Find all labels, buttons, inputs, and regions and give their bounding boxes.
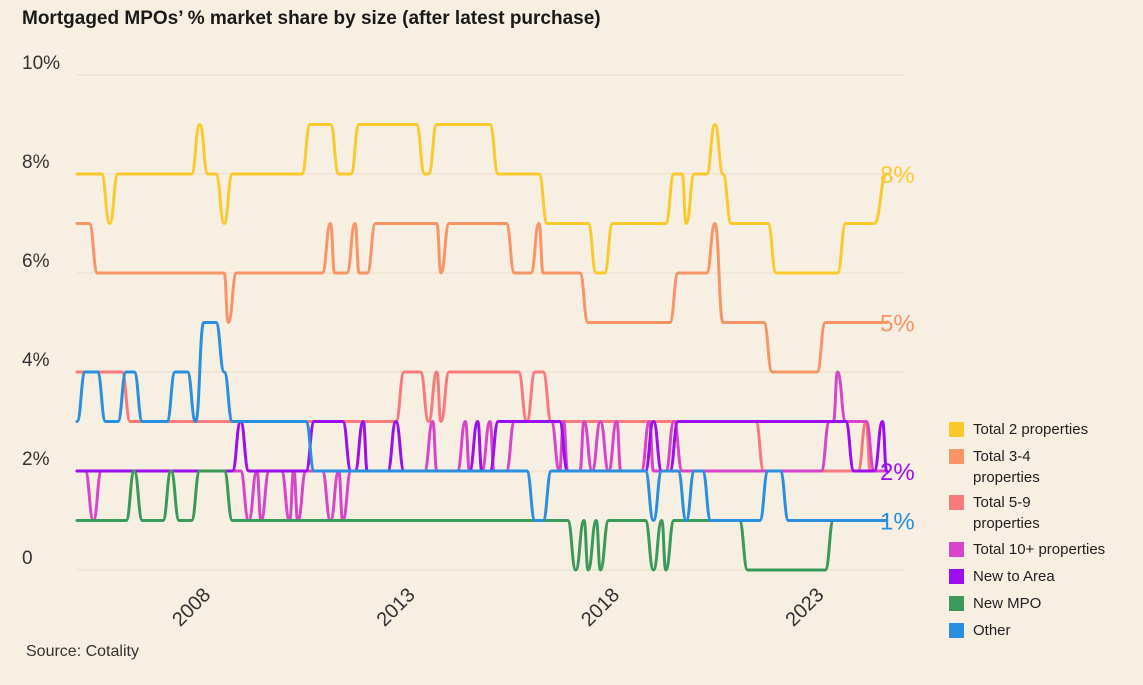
legend-item-total-3-4-properties: Total 3-4 properties: [949, 448, 1040, 486]
y-tick-label: 4%: [22, 350, 50, 371]
series-line-new-mpo: [75, 469, 889, 572]
series-line-other: [75, 321, 889, 522]
legend-item-other: Other: [949, 622, 1011, 639]
legend-swatch: [949, 569, 964, 584]
x-axis-ticks: 2008 2013 2018 2023: [168, 584, 828, 631]
y-tick-label: 0: [22, 548, 33, 569]
legend-swatch: [949, 623, 964, 638]
legend-item-total-2-properties: Total 2 properties: [949, 421, 1088, 438]
legend-label: New to Area: [973, 568, 1055, 585]
y-tick-label: 8%: [22, 152, 50, 173]
source-note: Source: Cotality: [26, 643, 139, 660]
legend-label: properties: [973, 515, 1040, 532]
chart-title: Mortgaged MPOs’ % market share by size (…: [22, 8, 601, 29]
gridlines: [77, 74, 905, 571]
series-line-total-10-properties: [75, 370, 889, 522]
legend-swatch: [949, 596, 964, 611]
legend-label: Total 3-4: [973, 448, 1031, 465]
y-tick-label: 10%: [22, 53, 60, 74]
legend-label: properties: [973, 469, 1040, 486]
series-line-total-5-9-properties: [75, 370, 889, 473]
end-label-total-3-4-properties: 5%: [880, 311, 915, 338]
x-tick-label: 2018: [577, 584, 624, 631]
legend-item-new-mpo: New MPO: [949, 595, 1041, 612]
legend-swatch: [949, 495, 964, 510]
end-labels: 8% 5% 2% 1%: [880, 162, 915, 536]
legend-swatch: [949, 542, 964, 557]
end-label-other: 1%: [880, 509, 915, 536]
series-lines: [75, 123, 889, 572]
series-line-total-2-properties: [75, 123, 889, 275]
legend-label: Total 2 properties: [973, 421, 1088, 438]
legend-label: Total 10+ properties: [973, 541, 1105, 558]
y-tick-label: 2%: [22, 449, 50, 470]
y-axis-ticks: 0 2% 4% 6% 8% 10%: [22, 53, 60, 569]
legend-swatch: [949, 449, 964, 464]
legend-item-total-5-9-properties: Total 5-9 properties: [949, 494, 1040, 532]
series-line-new-to-area: [75, 420, 889, 473]
legend-label: New MPO: [973, 595, 1041, 612]
x-tick-label: 2008: [168, 584, 215, 631]
legend-swatch: [949, 422, 964, 437]
end-label-total-2-properties: 8%: [880, 162, 915, 189]
y-tick-label: 6%: [22, 251, 50, 272]
x-tick-label: 2023: [782, 584, 829, 631]
legend-label: Total 5-9: [973, 494, 1031, 511]
x-tick-label: 2013: [373, 584, 420, 631]
series-line-total-3-4-properties: [75, 222, 889, 374]
legend-label: Other: [973, 622, 1011, 639]
legend-item-total-10-properties: Total 10+ properties: [949, 541, 1105, 558]
end-label-new-to-area: 2%: [880, 459, 915, 486]
legend-item-new-to-area: New to Area: [949, 568, 1055, 585]
